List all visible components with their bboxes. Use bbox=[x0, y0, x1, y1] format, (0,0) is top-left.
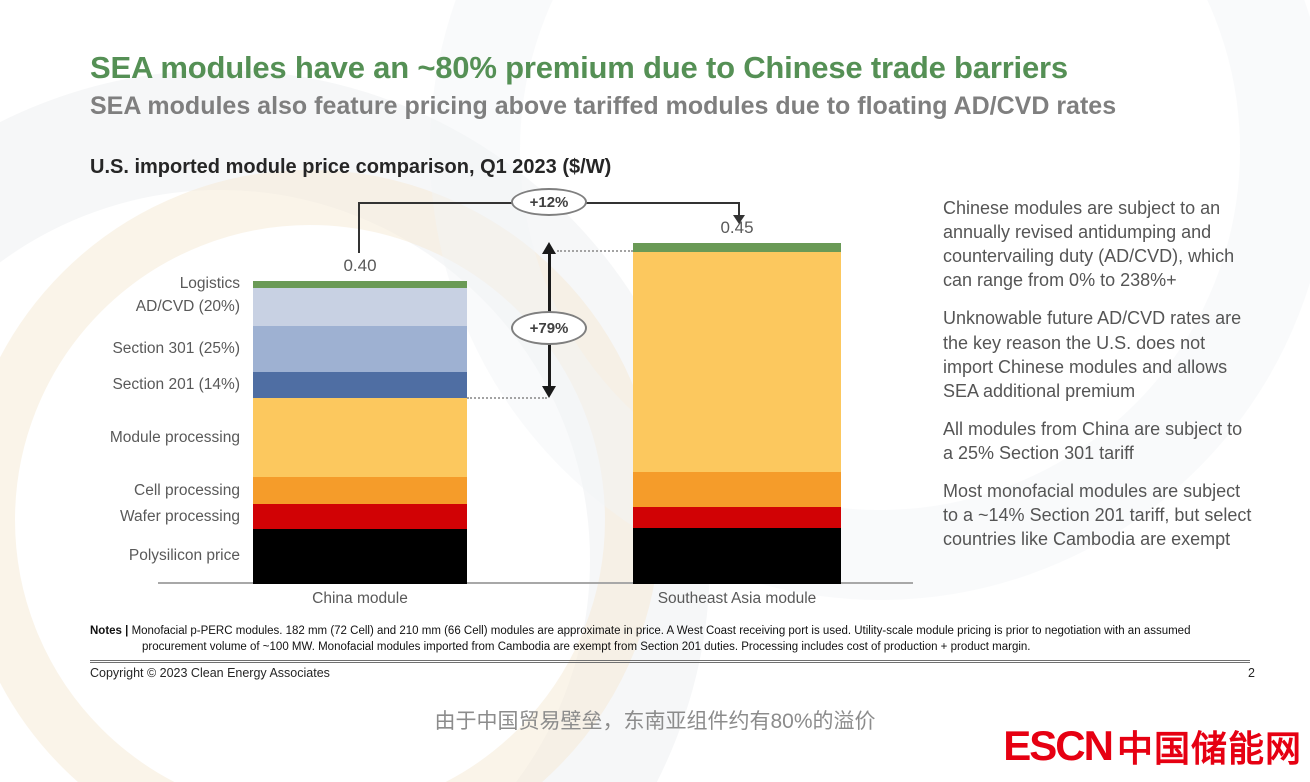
bar-segment-wafer bbox=[253, 504, 467, 529]
escn-logo[interactable]: ESCN 中国储能网 bbox=[1003, 720, 1302, 772]
category-label-sea: Southeast Asia module bbox=[657, 590, 817, 607]
arrow-up-icon bbox=[542, 242, 556, 254]
axis-label: Module processing bbox=[109, 428, 240, 446]
axis-label: Section 301 (25%) bbox=[112, 340, 240, 358]
chart-area: Logistics AD/CVD (20%) Section 301 (25%) Se… bbox=[0, 185, 940, 645]
bar-segment-logistics bbox=[633, 242, 841, 252]
bar-sea bbox=[633, 242, 841, 584]
chart-title: U.S. imported module price comparison, Q… bbox=[90, 156, 612, 178]
bar-segment-wafer bbox=[633, 506, 841, 528]
annotation-plus79: +79% bbox=[511, 311, 587, 345]
x-axis-line bbox=[158, 582, 913, 584]
notes-label: Notes | bbox=[90, 625, 132, 637]
total-label-china: 0.40 bbox=[343, 255, 377, 275]
arrow-down-icon bbox=[542, 386, 556, 398]
slide-title: SEA modules have an ~80% premium due to … bbox=[90, 50, 1068, 85]
page-number: 2 bbox=[1248, 666, 1255, 680]
bar-segment-adcvd bbox=[253, 287, 467, 326]
bar-segment-polysilicon bbox=[253, 528, 467, 584]
axis-label: Wafer processing bbox=[119, 507, 240, 525]
bar-segment-polysilicon bbox=[633, 527, 841, 584]
axis-label: AD/CVD (20%) bbox=[135, 297, 240, 315]
logo-latin-text: ESCN bbox=[1003, 722, 1114, 769]
bar-segment-logistics bbox=[253, 280, 467, 288]
axis-label: Section 201 (14%) bbox=[112, 376, 240, 394]
bar-segment-section301 bbox=[253, 325, 467, 373]
arrow-down-icon bbox=[733, 215, 745, 224]
notes-text: Monofacial p-PERC modules. 182 mm (72 Ce… bbox=[131, 625, 1191, 653]
axis-label: Logistics bbox=[179, 275, 240, 293]
insight-paragraph: Unknowable future AD/CVD rates are the k… bbox=[943, 308, 1242, 401]
insight-paragraph: Chinese modules are subject to an annual… bbox=[943, 198, 1235, 291]
category-label-china: China module bbox=[312, 590, 408, 607]
bar-segment-cell bbox=[253, 477, 467, 505]
axis-label: Polysilicon price bbox=[128, 547, 240, 565]
bar-segment-section201 bbox=[253, 372, 467, 399]
logo-chinese-text: 中国储能网 bbox=[1116, 728, 1302, 769]
bar-china bbox=[253, 280, 467, 584]
total-label-sea: 0.45 bbox=[720, 217, 754, 237]
copyright: Copyright © 2023 Clean Energy Associates bbox=[90, 666, 330, 680]
insight-paragraph: All modules from China are subject to a … bbox=[943, 418, 1243, 463]
bar-segment-module bbox=[253, 398, 467, 478]
bar-segment-module bbox=[633, 251, 841, 472]
dotted-guide-line bbox=[467, 397, 547, 399]
dotted-guide-line bbox=[557, 250, 633, 252]
axis-label: Cell processing bbox=[134, 481, 240, 499]
bracket-line bbox=[358, 202, 360, 253]
insights-panel: Chinese modules are subject to an annual… bbox=[943, 196, 1257, 565]
bracket-line bbox=[738, 202, 740, 216]
bar-segment-cell bbox=[633, 471, 841, 507]
annotation-plus12: +12% bbox=[511, 188, 587, 216]
insight-paragraph: Most monofacial modules are subject to a… bbox=[943, 481, 1252, 550]
notes: Notes | Monofacial p-PERC modules. 182 m… bbox=[90, 624, 1250, 664]
slide-subtitle: SEA modules also feature pricing above t… bbox=[90, 92, 1117, 120]
